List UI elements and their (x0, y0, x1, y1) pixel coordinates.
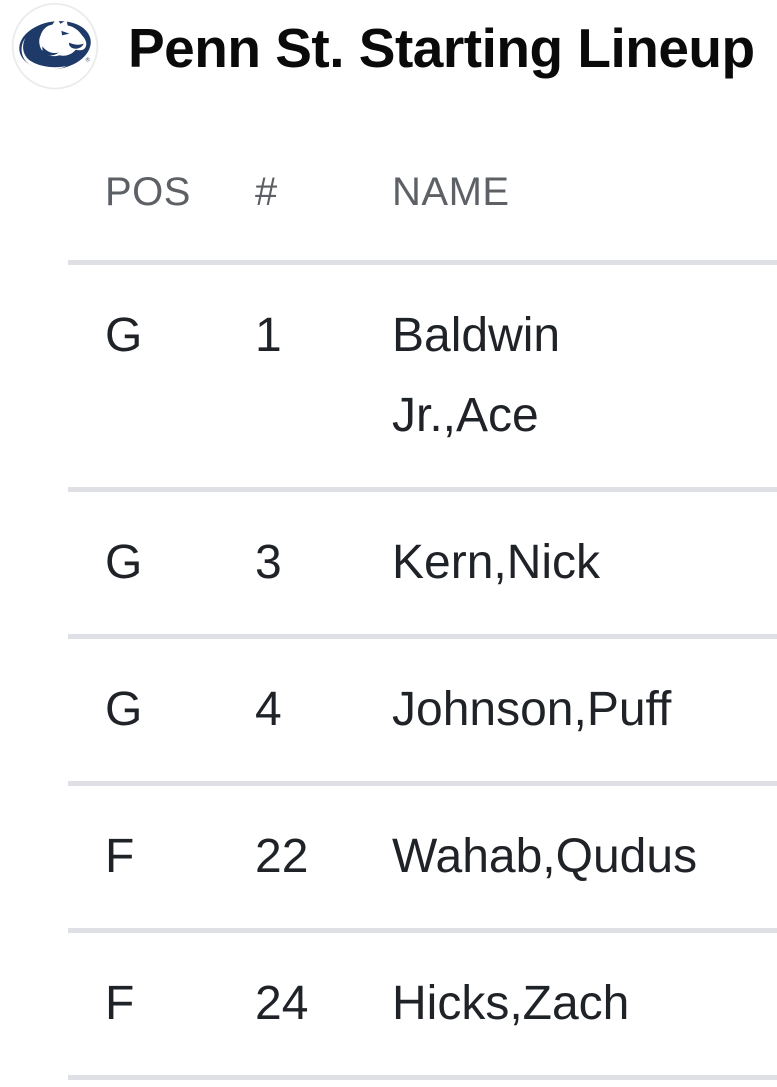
page-title: Penn St. Starting Lineup (128, 17, 755, 79)
table-row: F 22 Wahab,Qudus (68, 786, 777, 933)
penn-state-logo-icon: ® (10, 3, 100, 93)
cell-number: 22 (255, 830, 309, 883)
cell-name: Wahab,Qudus (392, 830, 698, 883)
column-header-number: # (255, 170, 278, 214)
table-row: G 3 Kern,Nick (68, 492, 777, 639)
cell-number: 24 (255, 977, 309, 1030)
column-header-pos: POS (105, 170, 191, 214)
column-header-name: NAME (392, 170, 510, 214)
cell-pos: F (105, 830, 135, 883)
cell-number: 4 (255, 683, 282, 736)
registered-trademark-glyph: ® (86, 57, 90, 64)
cell-name: Johnson,Puff (392, 683, 672, 736)
cell-number: 1 (255, 309, 282, 362)
cell-number: 3 (255, 536, 282, 589)
cell-pos: G (105, 309, 143, 362)
cell-pos: G (105, 536, 143, 589)
cell-name: Kern,Nick (392, 536, 601, 589)
lineup-table: POS # NAME G 1 Baldwin Jr.,Ace G 3 Kern,Nick G… (68, 96, 777, 1080)
cell-pos: F (105, 977, 135, 1030)
table-row: F 24 Hicks,Zach (68, 933, 777, 1080)
cell-pos: G (105, 683, 143, 736)
table-row: G 1 Baldwin Jr.,Ace (68, 265, 777, 492)
cell-name: Hicks,Zach (392, 977, 630, 1030)
card-header: ® Penn St. Starting Lineup (0, 0, 777, 96)
cell-name: Baldwin Jr.,Ace (392, 309, 561, 442)
table-row: G 4 Johnson,Puff (68, 639, 777, 786)
table-body: G 1 Baldwin Jr.,Ace G 3 Kern,Nick G 4 Johnson,Pu… (68, 265, 777, 1080)
table-header-row: POS # NAME (68, 96, 777, 265)
